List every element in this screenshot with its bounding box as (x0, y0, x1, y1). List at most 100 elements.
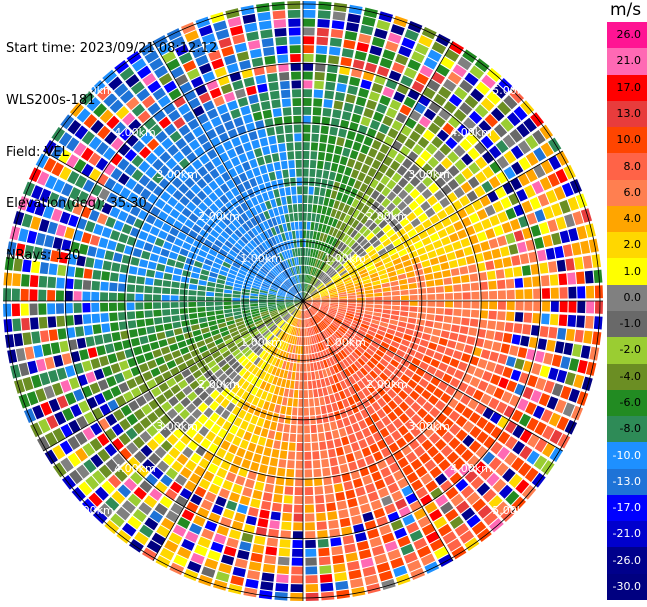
range-gate (385, 40, 399, 53)
range-gate (303, 292, 306, 301)
range-gate (304, 442, 311, 451)
range-gate (301, 301, 303, 310)
range-gate (283, 178, 290, 187)
range-gate (440, 330, 450, 339)
azimuth-spoke (152, 40, 304, 302)
range-gate (198, 391, 209, 401)
range-gate (292, 398, 298, 407)
range-gate (187, 118, 200, 130)
range-gate (286, 304, 294, 308)
range-gate (119, 264, 130, 274)
range-gate (240, 202, 249, 212)
range-gate (230, 108, 241, 119)
range-gate (267, 260, 275, 268)
range-gate (329, 37, 342, 47)
range-gate (104, 131, 118, 145)
range-gate (432, 239, 443, 249)
range-gate (192, 126, 204, 138)
range-gate (180, 276, 190, 283)
range-gate (246, 242, 255, 251)
range-gate (473, 222, 484, 233)
range-gate (119, 90, 134, 104)
range-gate (173, 267, 183, 276)
colorbar-tick-label: 13.0 (616, 106, 642, 120)
range-gate (363, 364, 372, 373)
range-gate (361, 377, 370, 387)
range-gate (157, 230, 168, 240)
range-gate (294, 221, 299, 230)
range-gate (267, 301, 276, 303)
range-gate (495, 321, 505, 331)
range-gate (209, 400, 220, 411)
range-gate (502, 366, 513, 379)
range-gate (59, 440, 73, 455)
range-gate (224, 367, 234, 376)
range-gate (259, 308, 268, 313)
range-gate (234, 279, 244, 285)
range-gate (85, 194, 97, 208)
range-gate (240, 105, 251, 116)
range-gate (323, 215, 330, 225)
range-gate (238, 269, 247, 276)
range-gate (156, 263, 166, 272)
range-gate (226, 402, 236, 413)
range-gate (347, 216, 356, 226)
range-gate (282, 283, 290, 290)
range-gate (286, 468, 295, 478)
range-gate (442, 531, 457, 545)
range-gate (107, 474, 122, 489)
range-gate (356, 212, 365, 222)
range-gate (306, 230, 310, 239)
range-gate (378, 570, 393, 582)
range-gate (147, 102, 161, 116)
range-gate (222, 261, 232, 269)
range-gate (465, 255, 476, 265)
range-gate (297, 203, 303, 212)
range-gate (172, 190, 184, 201)
range-gate (491, 248, 502, 259)
range-gate (481, 218, 492, 230)
range-gate (509, 218, 521, 231)
range-gate (312, 107, 322, 116)
range-gate (505, 490, 520, 505)
range-gate (99, 503, 114, 518)
range-gate (278, 350, 284, 359)
range-gate (141, 250, 151, 260)
range-gate (285, 314, 292, 322)
range-gate (269, 457, 278, 467)
range-label: 3.00km (408, 168, 450, 181)
range-gate (292, 309, 298, 316)
range-gate (170, 502, 184, 515)
range-gate (316, 312, 324, 319)
range-gate (406, 271, 415, 278)
range-gate (469, 426, 482, 439)
range-gate (20, 303, 29, 316)
range-gate (191, 324, 200, 331)
range-gate (483, 339, 493, 350)
range-gate (164, 265, 174, 274)
range-gate (310, 289, 318, 296)
range-gate (300, 301, 303, 310)
range-gate (276, 297, 285, 300)
range-gate (158, 116, 172, 129)
range-gate (433, 516, 448, 529)
range-gate (106, 240, 117, 251)
range-gate (307, 266, 311, 275)
range-gate (422, 401, 434, 412)
range-gate (156, 331, 166, 340)
range-gate (320, 582, 334, 592)
range-gate (485, 228, 496, 239)
range-gate (334, 317, 343, 323)
range-gate (304, 407, 310, 416)
range-gate (215, 288, 224, 293)
range-gate (307, 380, 313, 390)
range-gate (229, 345, 238, 353)
range-gate (271, 153, 280, 162)
range-gate (334, 392, 341, 402)
range-gate (286, 293, 295, 298)
range-gate (278, 307, 286, 312)
range-gate (197, 402, 208, 413)
range-gate (246, 570, 261, 580)
range-gate (237, 96, 249, 108)
range-gate (341, 323, 349, 330)
